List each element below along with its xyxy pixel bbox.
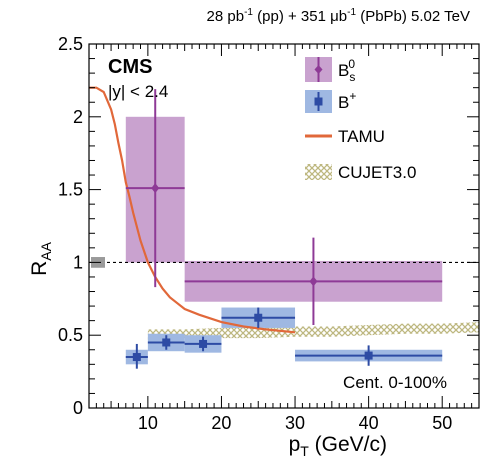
legend-entry-cujet: CUJET3.0 bbox=[305, 163, 416, 182]
bplus-marker-3 bbox=[254, 313, 263, 322]
legend-cujet-swatch bbox=[305, 164, 332, 180]
header-lumi-unit: μb bbox=[330, 8, 347, 25]
legend-bs-marker bbox=[314, 65, 323, 74]
y-tick-label-0: 0 bbox=[73, 398, 83, 418]
legend-bs-label: Bs0 bbox=[338, 57, 355, 84]
legend-entry-bplus: B+ bbox=[305, 89, 356, 113]
rapidity-label: |y| < 2.4 bbox=[108, 82, 168, 101]
x-tick-label-4: 50 bbox=[432, 413, 452, 433]
x-tick-label-2: 30 bbox=[285, 413, 305, 433]
y-tick-label-4: 2 bbox=[73, 107, 83, 127]
legend-bplus-label: B+ bbox=[338, 89, 356, 112]
legend: Bs0 B+ TAMU CUJET3.0 bbox=[305, 57, 416, 182]
y-tick-label-1: 0.5 bbox=[58, 325, 83, 345]
bs-marker-1 bbox=[309, 276, 318, 287]
y-tick-label-3: 1.5 bbox=[58, 180, 83, 200]
plot-frame bbox=[88, 43, 480, 409]
y-axis-title: RAA bbox=[28, 241, 54, 276]
x-axis-title: pT (GeV/c) bbox=[289, 433, 387, 459]
y-tick-label-5: 2.5 bbox=[58, 34, 83, 54]
x-tick-label-1: 20 bbox=[211, 413, 231, 433]
bplus-marker-1 bbox=[162, 338, 171, 347]
legend-bplus-marker bbox=[314, 97, 323, 106]
header-lumi-pp: 28 pb bbox=[207, 8, 245, 25]
bplus-marker-2 bbox=[199, 339, 208, 348]
cms-label: CMS bbox=[108, 56, 152, 78]
bplus-marker-4 bbox=[364, 351, 373, 360]
tamu-curve bbox=[89, 86, 296, 334]
header-lumi-pp-exponent: -1 bbox=[244, 7, 253, 18]
legend-cujet-label: CUJET3.0 bbox=[338, 163, 416, 182]
y-tick-label-2: 1 bbox=[73, 252, 83, 272]
legend-tamu-label: TAMU bbox=[338, 127, 385, 146]
x-tick-label-3: 40 bbox=[359, 413, 379, 433]
header-system-text: (pp) + 351 bbox=[253, 8, 330, 25]
header-lumi-pbpb-exponent: -1 bbox=[347, 7, 356, 18]
chart-header: 28 pb-1 (pp) + 351 μb-1 (PbPb) 5.02 TeV bbox=[207, 7, 470, 25]
x-tick-label-0: 10 bbox=[138, 413, 158, 433]
centrality-label: Cent. 0-100% bbox=[343, 373, 447, 392]
bs-marker-0 bbox=[151, 183, 160, 194]
cujet-band bbox=[147, 322, 479, 340]
bplus-marker-0 bbox=[132, 353, 141, 362]
legend-entry-tamu: TAMU bbox=[305, 127, 385, 146]
legend-entry-bs: Bs0 bbox=[305, 57, 355, 84]
header-energy-text: (PbPb) 5.02 TeV bbox=[356, 8, 470, 25]
